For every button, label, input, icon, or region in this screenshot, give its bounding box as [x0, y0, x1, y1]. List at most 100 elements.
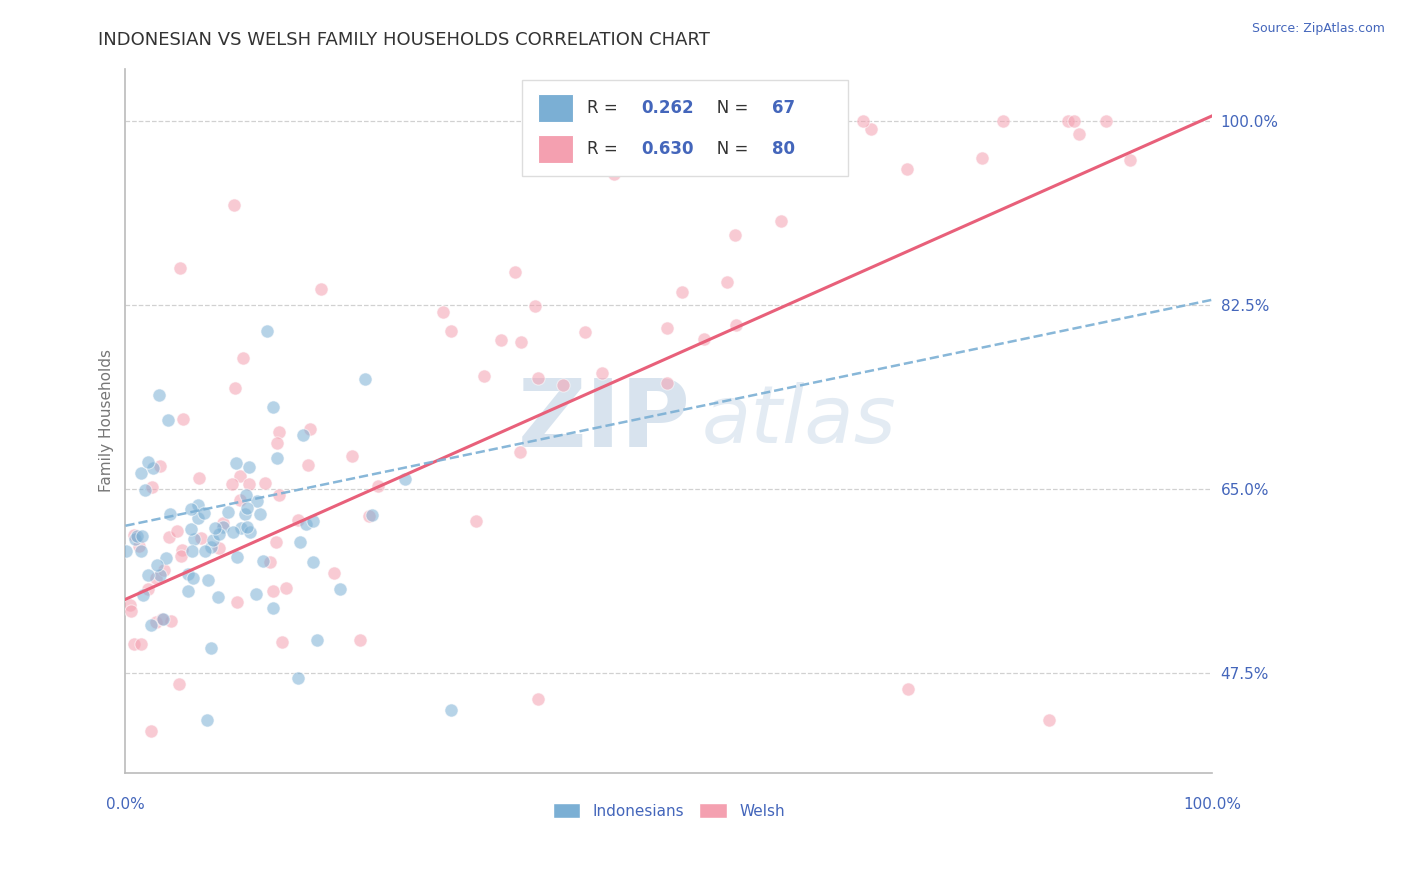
- Point: [141, 617, 163, 632]
- Point: [155, 551, 177, 566]
- Point: [187, 498, 209, 512]
- Text: R =: R =: [588, 99, 623, 117]
- Point: [671, 285, 693, 299]
- Point: [120, 604, 142, 618]
- Point: [322, 566, 344, 580]
- Point: [212, 516, 235, 530]
- Text: 100.0%: 100.0%: [1184, 797, 1241, 813]
- Point: [207, 541, 229, 556]
- Point: [190, 531, 212, 545]
- Point: [527, 692, 550, 706]
- Point: [770, 213, 793, 227]
- Point: [852, 114, 875, 128]
- Text: 0.262: 0.262: [641, 99, 695, 117]
- Point: [238, 459, 260, 474]
- Point: [204, 521, 226, 535]
- Point: [970, 151, 993, 165]
- Point: [291, 427, 314, 442]
- Point: [254, 476, 277, 491]
- Point: [394, 472, 416, 486]
- Point: [169, 261, 191, 276]
- Point: [224, 198, 246, 212]
- Point: [159, 508, 181, 522]
- Point: [305, 633, 328, 648]
- Point: [193, 506, 215, 520]
- Point: [195, 713, 218, 727]
- Point: [153, 564, 176, 578]
- Point: [440, 703, 463, 717]
- Point: [160, 614, 183, 628]
- Point: [353, 371, 375, 385]
- Point: [1069, 127, 1091, 141]
- Y-axis label: Family Households: Family Households: [100, 349, 114, 492]
- Point: [692, 332, 714, 346]
- Point: [262, 601, 284, 615]
- Point: [200, 640, 222, 655]
- Text: 67: 67: [772, 99, 796, 117]
- Point: [591, 366, 613, 380]
- Point: [464, 514, 486, 528]
- Point: [1038, 713, 1060, 727]
- Point: [201, 533, 224, 547]
- Point: [657, 321, 679, 335]
- Point: [716, 275, 738, 289]
- Point: [440, 324, 463, 338]
- Point: [232, 351, 254, 366]
- Point: [134, 483, 156, 498]
- Point: [208, 527, 231, 541]
- Point: [235, 501, 257, 516]
- Point: [180, 543, 202, 558]
- Point: [574, 325, 596, 339]
- Point: [264, 534, 287, 549]
- Point: [226, 595, 249, 609]
- Point: [329, 582, 352, 596]
- Point: [239, 525, 262, 540]
- Point: [256, 324, 278, 338]
- Text: 0.630: 0.630: [641, 140, 695, 158]
- Point: [225, 456, 247, 470]
- Point: [193, 543, 215, 558]
- Point: [128, 539, 150, 553]
- Point: [139, 723, 162, 738]
- Point: [235, 488, 257, 502]
- Point: [136, 568, 159, 582]
- Point: [262, 400, 284, 414]
- Point: [233, 507, 256, 521]
- Point: [138, 455, 160, 469]
- Point: [503, 265, 526, 279]
- Point: [207, 591, 229, 605]
- Point: [288, 535, 311, 549]
- Text: 0.0%: 0.0%: [105, 797, 145, 813]
- Point: [145, 615, 167, 629]
- Point: [129, 466, 152, 480]
- Point: [181, 571, 204, 585]
- Point: [146, 558, 169, 572]
- Point: [231, 521, 253, 535]
- Point: [183, 532, 205, 546]
- Point: [896, 162, 918, 177]
- Point: [287, 512, 309, 526]
- Point: [553, 377, 575, 392]
- Text: N =: N =: [702, 140, 754, 158]
- Point: [222, 524, 245, 539]
- Point: [177, 567, 200, 582]
- Point: [266, 436, 288, 450]
- Point: [236, 520, 259, 534]
- Point: [187, 471, 209, 485]
- Point: [152, 612, 174, 626]
- Point: [238, 477, 260, 491]
- Point: [180, 522, 202, 536]
- Point: [224, 381, 246, 395]
- Point: [118, 598, 141, 612]
- Point: [150, 612, 173, 626]
- Point: [148, 388, 170, 402]
- FancyBboxPatch shape: [522, 80, 848, 176]
- Point: [170, 549, 193, 563]
- Point: [212, 520, 235, 534]
- Point: [271, 634, 294, 648]
- Point: [129, 544, 152, 558]
- Point: [603, 167, 626, 181]
- Point: [360, 508, 382, 522]
- Point: [266, 451, 288, 466]
- Point: [859, 121, 882, 136]
